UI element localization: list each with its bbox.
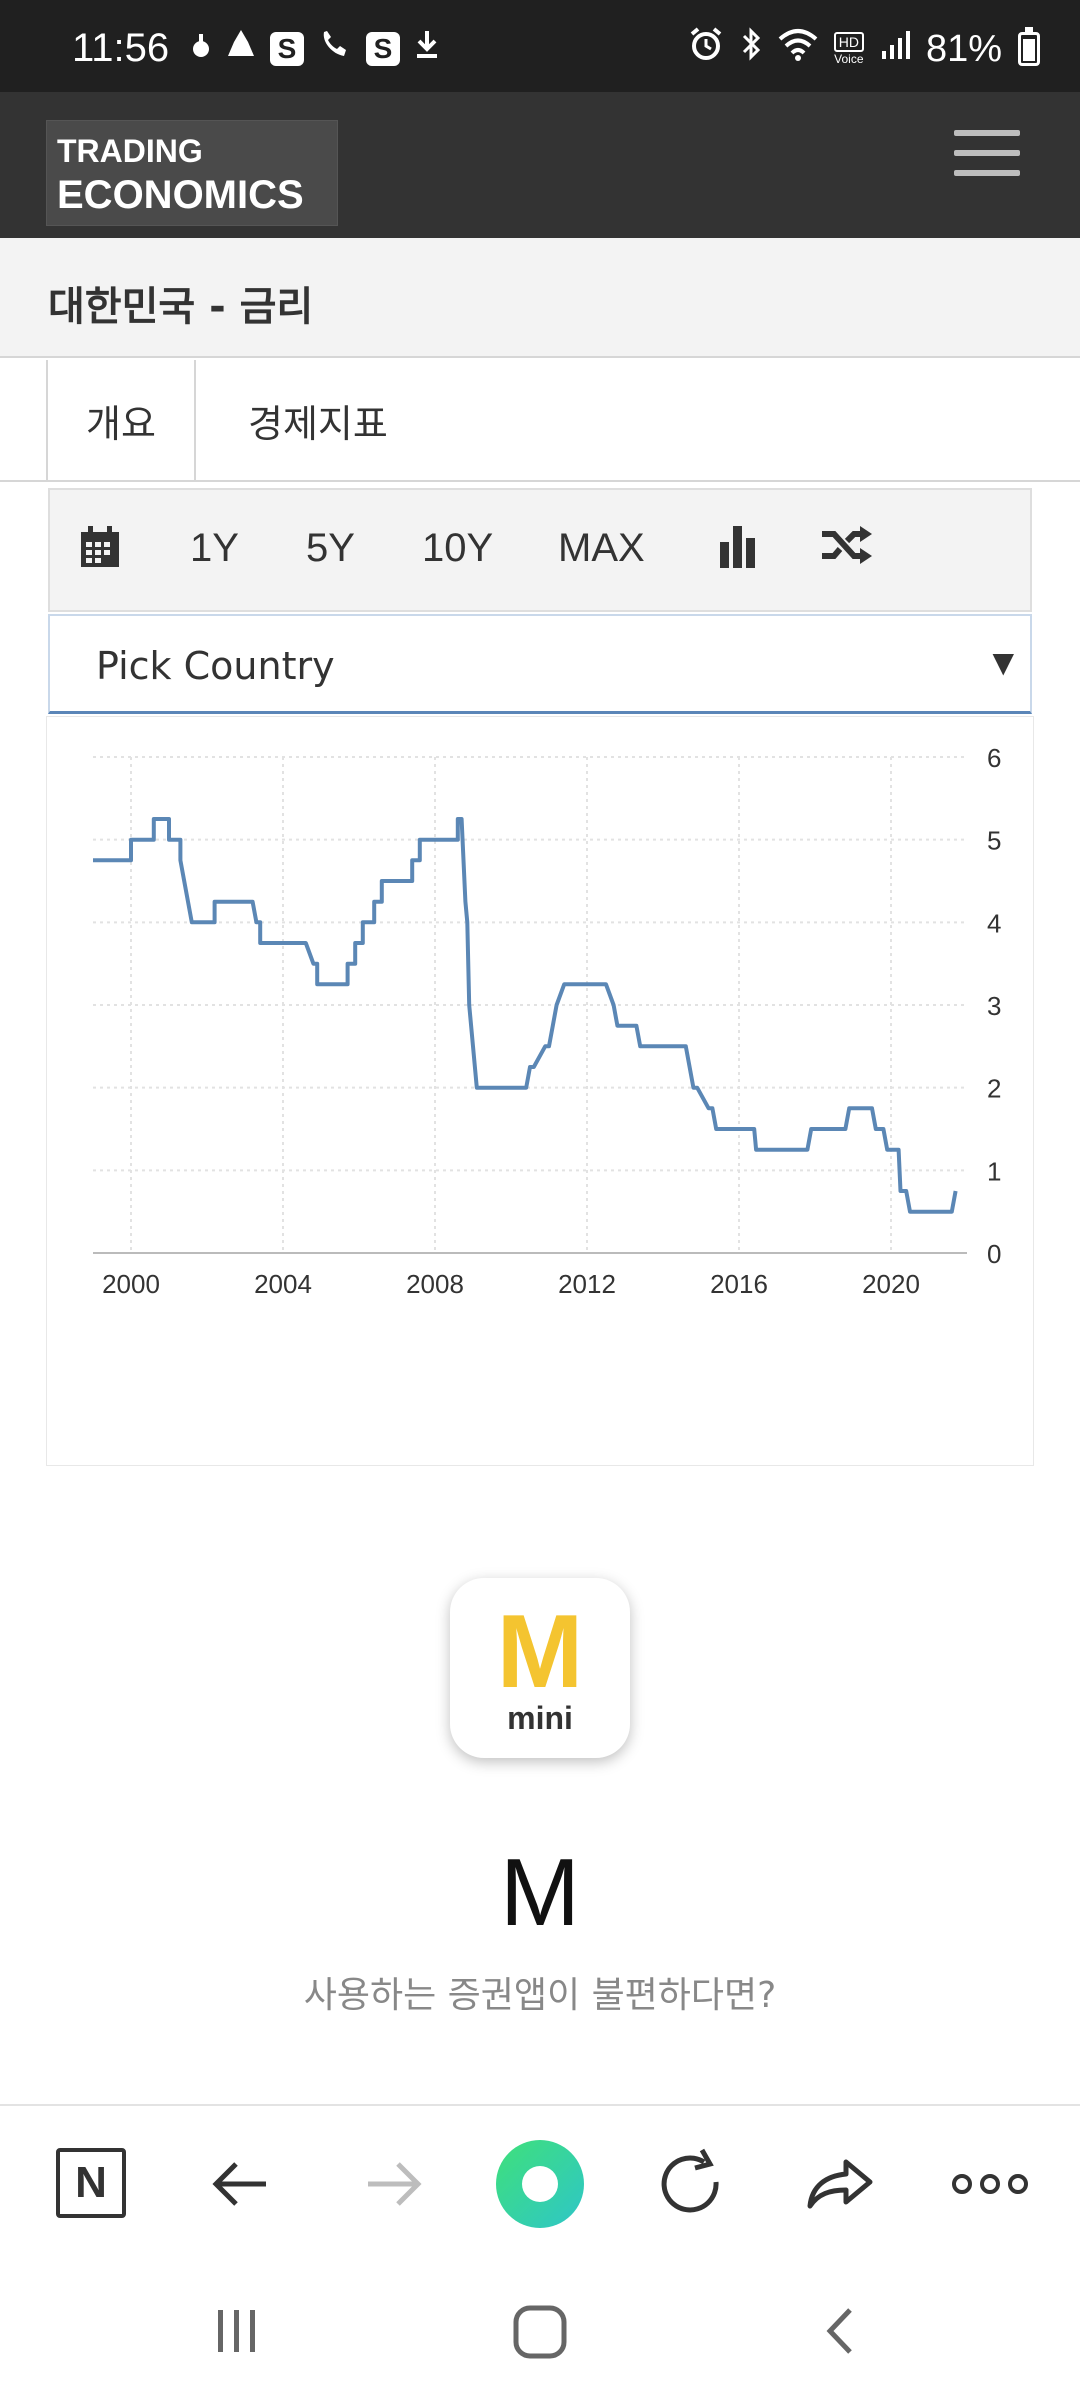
x-tick-label: 2016: [710, 1269, 768, 1299]
battery-icon: [1018, 27, 1040, 66]
status-left-icons: S S: [190, 28, 440, 69]
notification-icon: [226, 28, 256, 69]
s-app-icon: S: [270, 31, 304, 66]
y-tick-label: 6: [987, 743, 1001, 773]
interest-rate-chart: 0 1 2 3 4 5 6 2000 2004 2008 2012 2016 2020: [46, 716, 1034, 1466]
y-tick-label: 5: [987, 826, 1001, 856]
app-icon-letter: M: [496, 1594, 584, 1710]
bar-chart-icon[interactable]: [718, 524, 758, 568]
hamburger-menu-icon[interactable]: [954, 130, 1020, 176]
back-button-icon[interactable]: [818, 2306, 868, 2360]
app-header: TRADING ECONOMICS: [0, 92, 1080, 238]
wifi-icon: [778, 27, 818, 71]
home-icon[interactable]: [496, 2140, 584, 2228]
promo-title: M: [500, 1839, 580, 1946]
forward-arrow-icon[interactable]: [352, 2144, 432, 2224]
trading-economics-logo[interactable]: TRADING ECONOMICS: [46, 120, 338, 226]
home-button-icon[interactable]: [512, 2304, 568, 2364]
x-tick-label: 2008: [406, 1269, 464, 1299]
missed-call-icon: [318, 28, 352, 69]
system-nav-bar: [0, 2258, 1080, 2400]
status-right-icons: HD Voice 81%: [688, 26, 1040, 72]
page-title: 대한민국 - 금리: [48, 284, 314, 330]
country-select-value: Pick Country: [96, 644, 335, 688]
browser-toolbar: N: [0, 2104, 1080, 2258]
status-time: 11:56: [72, 26, 170, 70]
hd-label: HD: [833, 32, 864, 52]
app-icon-sub: mini: [507, 1700, 573, 1736]
title-bar: 대한민국 - 금리: [0, 238, 1080, 358]
x-tick-label: 2020: [862, 1269, 920, 1299]
hd-voice-icon: HD Voice: [833, 32, 864, 66]
promo-subtitle: 사용하는 증권앱이 불편하다면?: [303, 1975, 777, 2016]
y-tick-label: 1: [987, 1156, 1001, 1186]
x-tick-label: 2012: [558, 1269, 616, 1299]
series-line: [93, 817, 958, 1214]
m-mini-app-icon[interactable]: M mini: [450, 1578, 630, 1758]
y-tick-label: 4: [987, 908, 1001, 938]
range-max-button[interactable]: MAX: [558, 526, 645, 570]
signal-icon: [880, 28, 910, 71]
bluetooth-icon: [740, 26, 762, 72]
refresh-icon[interactable]: [650, 2144, 730, 2224]
y-tick-label: 0: [987, 1239, 1001, 1269]
s-app-icon: S: [366, 31, 400, 66]
calendar-icon[interactable]: [80, 526, 120, 568]
voice-label: Voice: [834, 52, 864, 66]
recent-apps-icon[interactable]: [212, 2306, 262, 2360]
tab-indicators[interactable]: 경제지표: [248, 401, 388, 446]
notification-icon: [190, 29, 212, 69]
y-tick-label: 3: [987, 991, 1001, 1021]
dropdown-arrow-icon: ▼: [992, 646, 1014, 679]
range-10y-button[interactable]: 10Y: [422, 526, 494, 570]
share-icon[interactable]: [800, 2144, 880, 2224]
country-select[interactable]: Pick Country ▼: [48, 614, 1032, 714]
naver-icon[interactable]: N: [56, 2148, 126, 2218]
battery-percent: 81%: [925, 27, 1002, 70]
tab-overview[interactable]: 개요: [46, 360, 196, 480]
tabs: 개요 경제지표: [0, 360, 1080, 482]
x-tick-label: 2000: [102, 1269, 160, 1299]
shuffle-icon[interactable]: [820, 526, 872, 566]
logo-line-1: TRADING: [57, 133, 203, 169]
chart-toolbar: 1Y 5Y 10Y MAX: [48, 488, 1032, 612]
more-icon[interactable]: [950, 2144, 1030, 2224]
range-1y-button[interactable]: 1Y: [190, 526, 239, 570]
status-bar: 11:56 S S HD Voice 81: [0, 0, 1080, 92]
range-5y-button[interactable]: 5Y: [306, 526, 355, 570]
download-icon: [414, 28, 440, 69]
logo-line-2: ECONOMICS: [57, 173, 304, 217]
chart-svg: 0 1 2 3 4 5 6 2000 2004 2008 2012 2016 2020: [93, 743, 1001, 1299]
x-tick-label: 2004: [254, 1269, 312, 1299]
back-arrow-icon[interactable]: [202, 2144, 282, 2224]
alarm-icon: [688, 26, 724, 72]
y-tick-label: 2: [987, 1074, 1001, 1104]
